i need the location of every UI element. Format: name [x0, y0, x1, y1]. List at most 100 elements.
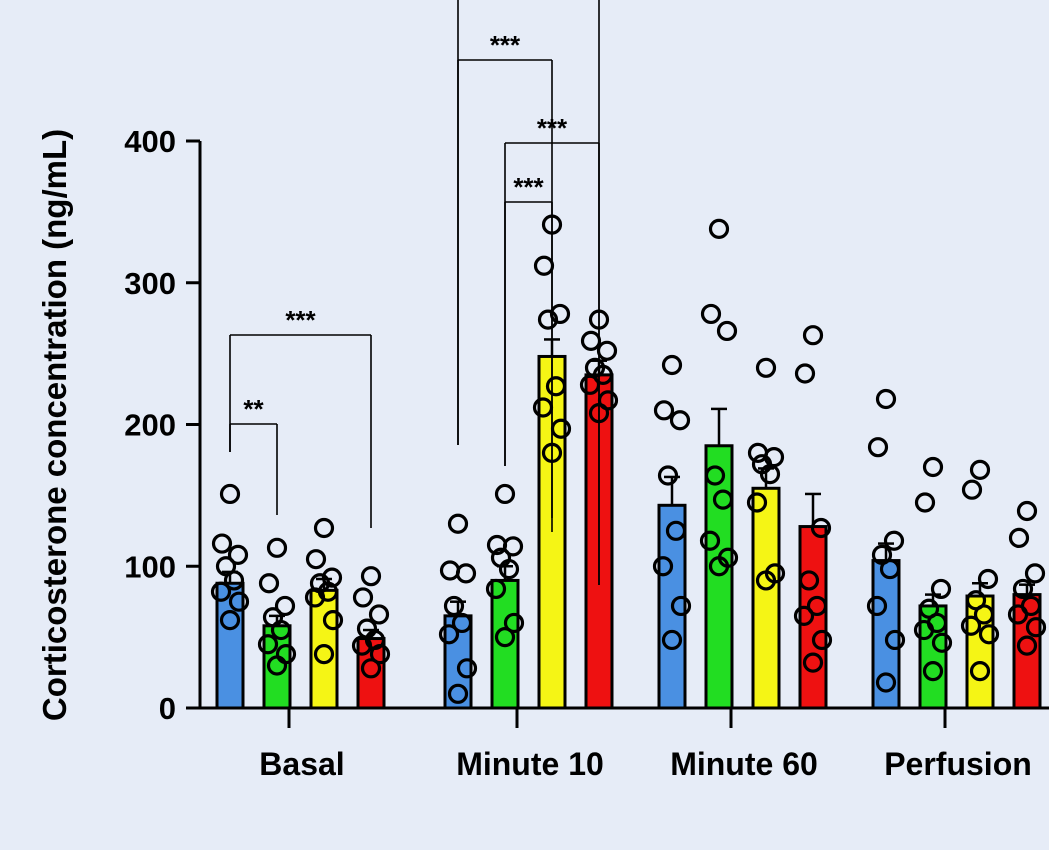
- bar: [309, 588, 339, 710]
- data-point: [210, 581, 232, 602]
- data-points: [210, 214, 1047, 704]
- data-point: [661, 629, 683, 651]
- data-point: [802, 652, 824, 673]
- bar: [751, 486, 781, 710]
- x-tick-label: Basal: [259, 746, 344, 782]
- data-point: [712, 489, 734, 510]
- data-point: [978, 624, 1000, 645]
- data-point: [973, 604, 995, 625]
- y-axis: 0 100 200 300 400: [124, 124, 202, 726]
- data-point: [669, 410, 691, 431]
- data-point: [867, 437, 889, 458]
- data-point: [875, 388, 897, 410]
- data-point: [716, 320, 738, 342]
- data-point: [1007, 604, 1029, 625]
- data-point: [592, 364, 614, 385]
- data-point: [352, 587, 374, 608]
- data-point: [747, 442, 769, 463]
- data-point: [793, 605, 815, 626]
- data-point: [219, 610, 241, 631]
- data-point: [438, 624, 460, 645]
- data-point: [503, 612, 525, 634]
- data-point: [977, 568, 999, 590]
- data-point: [708, 218, 730, 239]
- x-tick-label: Perfusion: [884, 746, 1032, 782]
- data-point: [665, 520, 687, 541]
- data-point: [455, 563, 477, 584]
- data-point: [223, 570, 245, 591]
- data-point: [755, 357, 777, 378]
- data-point: [313, 644, 335, 665]
- data-point: [439, 560, 461, 581]
- significance-label: ***: [285, 305, 316, 335]
- data-point: [1016, 500, 1038, 522]
- data-point: [313, 517, 335, 539]
- y-axis-label: Corticosterone concentration (ng/mL): [36, 129, 73, 721]
- data-point: [368, 604, 390, 625]
- data-point: [456, 658, 478, 679]
- x-tick-label: Minute 60: [670, 746, 818, 782]
- data-point: [969, 459, 991, 480]
- bar: [965, 594, 995, 710]
- data-point: [759, 464, 781, 485]
- data-point: [806, 595, 828, 617]
- data-point: [305, 549, 327, 570]
- data-point: [257, 634, 279, 655]
- data-point: [596, 340, 618, 361]
- data-point: [219, 483, 241, 505]
- data-point: [258, 573, 280, 594]
- data-point: [533, 255, 555, 276]
- data-point: [494, 483, 516, 505]
- data-point: [802, 325, 824, 346]
- data-point: [755, 570, 777, 591]
- data-point: [708, 556, 730, 577]
- data-point: [447, 683, 469, 704]
- y-tick-label: 300: [124, 266, 176, 301]
- data-point: [969, 661, 991, 682]
- data-point: [930, 578, 952, 600]
- bars: [215, 338, 1042, 710]
- data-point: [961, 479, 983, 500]
- data-point: [652, 556, 674, 577]
- data-point: [502, 536, 524, 557]
- data-point: [351, 635, 373, 656]
- data-point: [746, 492, 768, 513]
- y-tick-label: 400: [124, 124, 176, 159]
- data-point: [447, 513, 469, 534]
- data-point: [699, 530, 721, 551]
- data-point: [700, 303, 722, 325]
- data-point: [498, 558, 520, 580]
- significance-label: ***: [513, 172, 544, 202]
- significance-label: **: [243, 394, 264, 424]
- data-point: [661, 354, 683, 376]
- data-point: [494, 627, 516, 648]
- data-point: [1025, 617, 1047, 638]
- data-point: [653, 400, 675, 421]
- data-point: [960, 615, 982, 636]
- bar: [490, 578, 520, 710]
- data-point: [451, 612, 473, 634]
- data-point: [879, 558, 901, 580]
- data-point: [810, 517, 832, 539]
- data-point: [883, 530, 905, 551]
- data-point: [227, 544, 249, 566]
- data-point: [360, 566, 382, 587]
- data-point: [360, 658, 382, 679]
- data-point: [875, 672, 897, 693]
- data-point: [545, 376, 567, 397]
- data-point: [670, 595, 692, 617]
- data-point: [322, 610, 344, 631]
- data-point: [228, 591, 250, 612]
- data-point: [913, 619, 935, 641]
- data-point: [811, 629, 833, 651]
- data-point: [274, 595, 296, 617]
- y-tick-label: 0: [159, 691, 176, 726]
- data-point: [266, 537, 288, 558]
- data-point: [266, 655, 288, 676]
- significance-brackets: **************: [229, 0, 600, 585]
- data-point: [1024, 563, 1046, 584]
- data-point: [931, 632, 953, 653]
- data-point: [537, 309, 559, 330]
- data-point: [798, 570, 820, 591]
